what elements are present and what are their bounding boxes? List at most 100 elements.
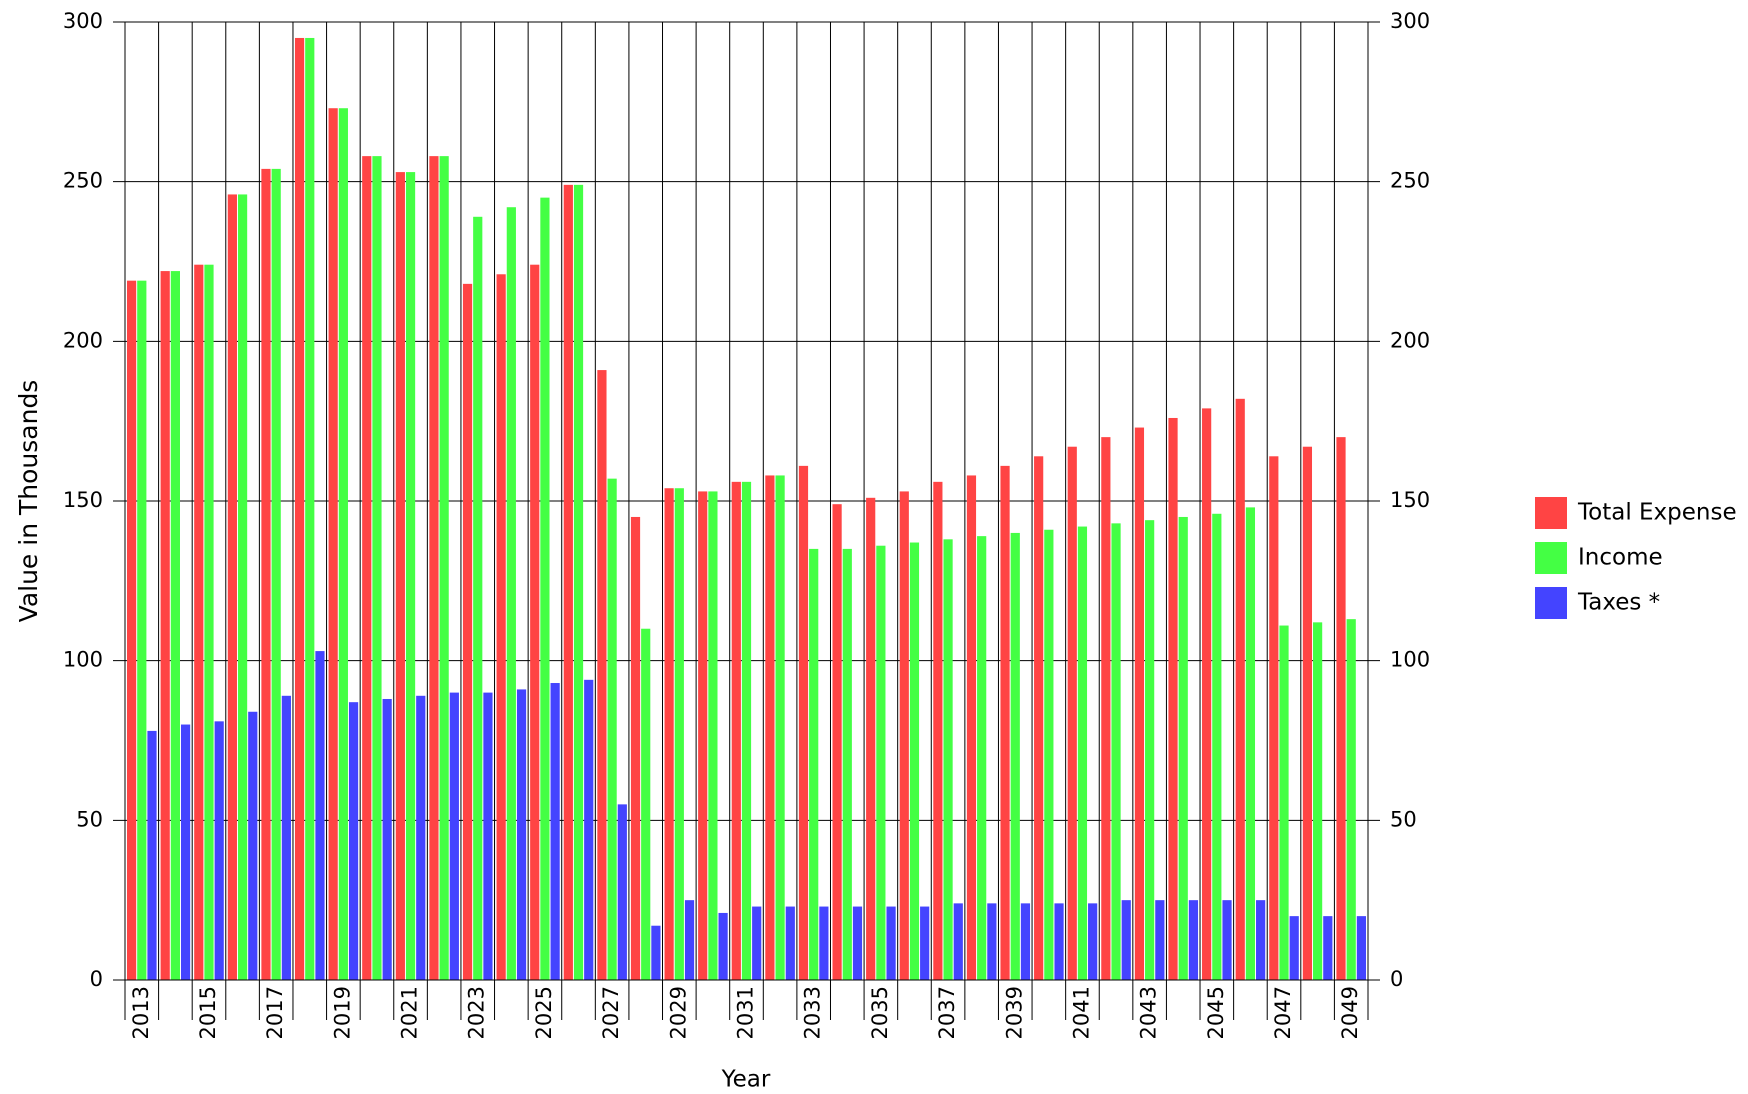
bar [1269, 456, 1279, 980]
bar [943, 539, 953, 980]
bar [1356, 916, 1366, 980]
x-tick-label: 2015 [196, 986, 220, 1039]
y-tick-label: 0 [90, 967, 103, 991]
y-tick-label: 300 [63, 9, 103, 33]
y2-tick-label: 50 [1390, 807, 1417, 831]
bar [372, 156, 382, 980]
bar [473, 216, 483, 980]
bar [597, 370, 607, 980]
bar [328, 108, 338, 981]
bar [1010, 532, 1020, 980]
legend-swatch [1535, 587, 1567, 619]
bar [1134, 427, 1145, 980]
bar [315, 651, 325, 980]
y-tick-label: 200 [63, 328, 103, 352]
x-tick-label: 2035 [868, 986, 892, 1039]
bar [1245, 507, 1256, 980]
bar [395, 172, 405, 980]
bar [416, 695, 426, 980]
y-tick-label: 100 [63, 648, 103, 672]
x-tick-label: 2031 [734, 986, 758, 1039]
bar [1088, 903, 1098, 980]
bar [977, 536, 987, 980]
x-tick-label: 2041 [1069, 986, 1093, 1039]
bar [1202, 408, 1212, 981]
bar [966, 475, 977, 980]
bar [449, 692, 459, 980]
bar [573, 184, 584, 981]
bar [1111, 523, 1121, 980]
bar [1313, 622, 1323, 980]
bar [348, 702, 359, 980]
bar [1000, 465, 1010, 981]
bar [271, 168, 281, 981]
bar [819, 906, 829, 980]
bar [765, 475, 775, 980]
bar [248, 711, 258, 980]
bar [899, 491, 909, 980]
bar [338, 108, 348, 981]
bar [664, 488, 674, 980]
x-tick-label: 2049 [1338, 986, 1362, 1039]
bar [1077, 526, 1088, 980]
bar [630, 516, 641, 980]
bar [775, 475, 785, 980]
x-tick-label: 2045 [1204, 986, 1228, 1039]
bar [1289, 916, 1299, 980]
bar [1336, 437, 1346, 981]
bar [832, 504, 842, 980]
bar [741, 481, 752, 980]
bar [886, 906, 896, 980]
bar [920, 906, 930, 980]
x-tick-label: 2043 [1137, 986, 1161, 1039]
bar [1067, 446, 1077, 980]
legend-label: Total Expense [1577, 500, 1737, 526]
y2-tick-label: 300 [1390, 9, 1430, 33]
bar [798, 465, 809, 981]
bar [1145, 520, 1155, 980]
bar [953, 903, 963, 980]
bar [530, 264, 540, 980]
bar [1121, 900, 1131, 980]
x-tick-label: 2021 [398, 986, 422, 1039]
bar [1302, 446, 1313, 980]
y2-tick-label: 250 [1390, 169, 1430, 193]
x-tick-label: 2029 [666, 986, 690, 1039]
bar [204, 264, 214, 980]
y-tick-label: 50 [76, 807, 103, 831]
bar [180, 724, 191, 980]
bar [866, 497, 876, 980]
bar [214, 721, 224, 980]
bar [496, 274, 506, 981]
bar [1178, 516, 1188, 980]
bar [1323, 916, 1333, 980]
bar [1044, 529, 1054, 980]
bar [147, 730, 157, 980]
x-tick-label: 2037 [935, 986, 959, 1039]
bar [305, 37, 315, 980]
bar [617, 804, 627, 980]
x-tick-label: 2013 [129, 986, 153, 1039]
x-tick-label: 2039 [1002, 986, 1026, 1039]
x-tick-label: 2033 [801, 986, 825, 1039]
bar [842, 548, 852, 980]
bar [483, 692, 493, 980]
bar [1235, 398, 1245, 980]
bar [809, 548, 819, 980]
bar [1222, 900, 1232, 980]
y-axis-title: Value in Thousands [14, 380, 43, 623]
bar [294, 37, 305, 980]
legend-label: Taxes * [1577, 590, 1660, 616]
bar [1212, 513, 1222, 980]
bar [462, 283, 473, 980]
bar [752, 906, 762, 980]
bar [1155, 900, 1165, 980]
x-tick-label: 2025 [532, 986, 556, 1039]
bar [1168, 417, 1178, 980]
bar [708, 491, 718, 980]
bar [607, 478, 617, 980]
bar [1034, 456, 1044, 980]
bar [876, 545, 886, 980]
y-tick-label: 250 [63, 169, 103, 193]
bar [261, 168, 271, 981]
